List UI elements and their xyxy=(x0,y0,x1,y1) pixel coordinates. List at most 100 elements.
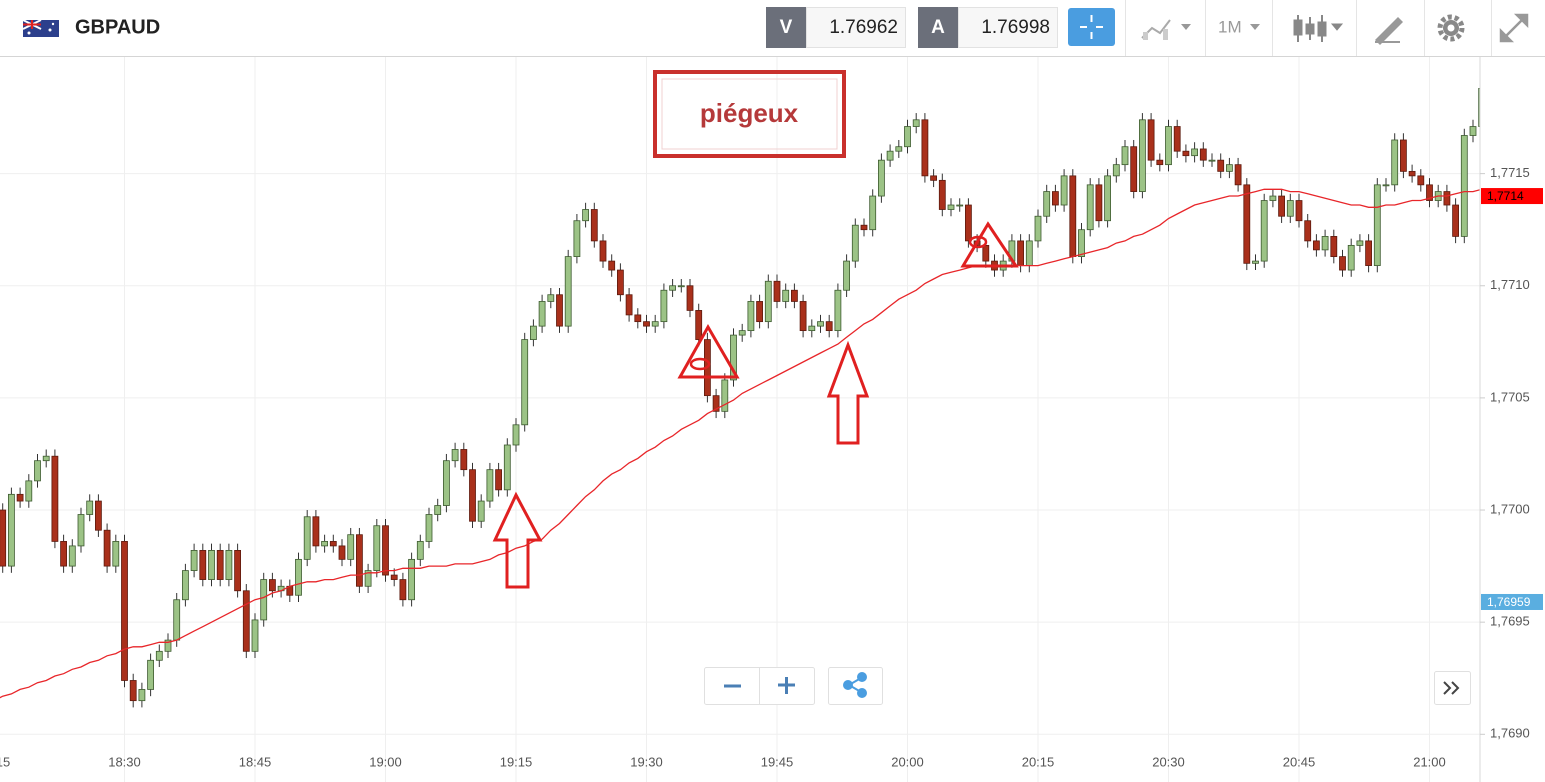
candle-body xyxy=(947,204,955,210)
candle-body xyxy=(347,534,355,560)
candle-body xyxy=(1104,175,1111,222)
candle-body xyxy=(147,659,155,690)
candle-body xyxy=(164,639,172,652)
candle-body xyxy=(112,541,120,567)
candle-body xyxy=(538,301,546,327)
buy-button[interactable] xyxy=(918,7,958,48)
candle-body xyxy=(669,285,676,291)
candle-body xyxy=(1469,126,1477,136)
candle-body xyxy=(1460,135,1468,237)
candle-body xyxy=(608,260,616,271)
share-button[interactable] xyxy=(828,667,883,705)
zoom-in[interactable] xyxy=(778,677,795,694)
candle-body xyxy=(1043,191,1051,217)
candle-body xyxy=(860,224,868,231)
price-tag-label: 1,76959 xyxy=(1487,595,1531,609)
candle-body xyxy=(1339,256,1346,271)
candle-body xyxy=(495,469,503,491)
timeframe[interactable]: 1M xyxy=(1218,17,1242,36)
candle-body xyxy=(1069,175,1077,258)
crosshair-button[interactable] xyxy=(1068,8,1115,46)
candle-body xyxy=(1147,119,1155,161)
candle-body xyxy=(651,321,659,327)
sell-button[interactable] xyxy=(766,7,806,48)
draw-button[interactable] xyxy=(1375,17,1403,45)
candle-body xyxy=(1417,175,1425,186)
candle-body xyxy=(425,514,433,542)
candle-body xyxy=(95,500,102,531)
candle-body xyxy=(242,590,250,652)
candle-body xyxy=(77,514,85,547)
candle-body xyxy=(1086,184,1094,231)
up-arrow xyxy=(492,491,543,589)
axis: 1,7690 1,7695 1,7700 1,7705 1,7710 1,7715 1,77… xyxy=(1480,165,1543,741)
candle-body xyxy=(416,541,424,560)
x-tick-label: 18:45 xyxy=(239,754,272,769)
x-tick-label: 19:45 xyxy=(761,754,794,769)
x-tick-label: 21:00 xyxy=(1413,754,1446,769)
candle-body xyxy=(121,541,128,681)
x-tick-label: 19:00 xyxy=(369,754,402,769)
candle-body xyxy=(825,321,833,332)
candle-body xyxy=(747,301,755,332)
candle-body xyxy=(1278,195,1285,217)
candle-body xyxy=(695,310,703,340)
candle-body xyxy=(1156,159,1164,166)
candle-body xyxy=(0,509,7,567)
candle-body xyxy=(260,579,268,621)
candle-body xyxy=(643,321,650,327)
chart-type-button[interactable] xyxy=(1141,19,1191,40)
candle-body xyxy=(42,455,50,462)
flag-icon xyxy=(22,19,59,37)
candle-body xyxy=(573,220,581,258)
buy-price-box xyxy=(958,7,1058,48)
candle-body xyxy=(303,516,311,560)
candle-body xyxy=(1139,119,1146,192)
candle-body xyxy=(1260,200,1268,262)
candle-body xyxy=(321,541,329,547)
share-icon xyxy=(843,672,867,698)
candle-body xyxy=(1295,200,1303,222)
candle-body xyxy=(1217,159,1225,172)
plot xyxy=(0,87,1480,708)
candle-body xyxy=(469,469,476,522)
y-tick-label: 1,7710 xyxy=(1490,277,1530,292)
x-tick-label: 20:15 xyxy=(1022,754,1055,769)
candle-body xyxy=(373,525,381,571)
circle-mark xyxy=(968,235,988,249)
fullscreen-button[interactable] xyxy=(1499,13,1529,43)
candle-body xyxy=(103,529,111,567)
sell-price: 1.76962 xyxy=(829,17,898,38)
candle-body xyxy=(1199,148,1207,161)
candle-body xyxy=(1130,146,1138,192)
candle-body xyxy=(965,204,972,242)
candle-body xyxy=(851,224,859,262)
candle-body xyxy=(16,493,24,502)
candle-body xyxy=(486,469,494,502)
scroll-end-button[interactable] xyxy=(1434,671,1471,705)
candle-body xyxy=(625,294,633,316)
candle-body xyxy=(390,574,398,580)
candle-body xyxy=(225,549,233,580)
circle-mark xyxy=(689,357,711,371)
candle-body xyxy=(599,240,607,262)
candle-body xyxy=(434,505,442,515)
x-tick-label: 19:15 xyxy=(500,754,533,769)
candle-body xyxy=(138,689,146,702)
settings-button[interactable] xyxy=(1437,14,1465,42)
candle-body xyxy=(1060,175,1068,206)
candle-body xyxy=(1286,200,1294,217)
candle-style-button[interactable] xyxy=(1293,15,1344,42)
timeframe-arrow xyxy=(1250,24,1260,30)
candle-body xyxy=(1165,126,1172,166)
candle-body xyxy=(1347,244,1355,271)
candle-body xyxy=(530,325,537,340)
candle-body xyxy=(547,294,555,302)
candle-body xyxy=(791,289,798,302)
candle-body xyxy=(1408,170,1416,177)
candle-body xyxy=(1208,159,1216,162)
candle-body xyxy=(1330,236,1338,258)
candle-body xyxy=(712,395,720,412)
sell-label: V xyxy=(780,17,793,38)
